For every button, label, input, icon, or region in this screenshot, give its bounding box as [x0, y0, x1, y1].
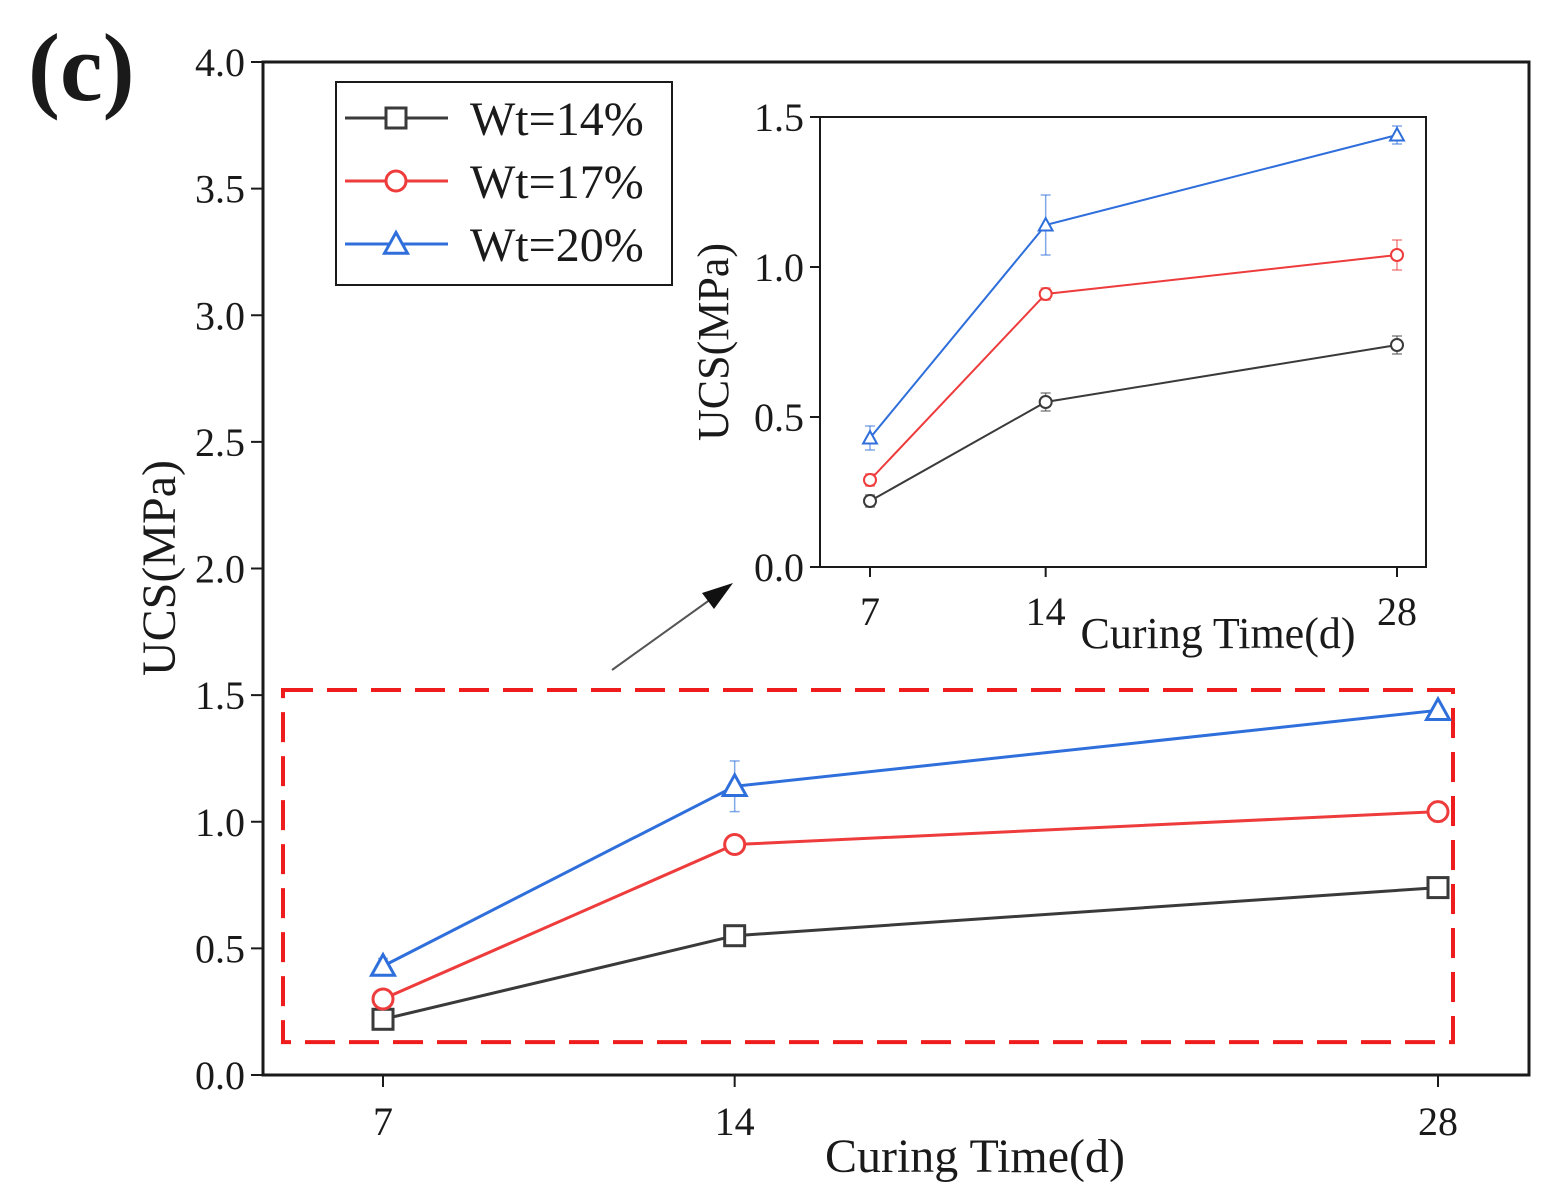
- main-point-wt-17: [723, 833, 747, 857]
- inset-point-wt-14: [863, 494, 877, 508]
- main-y-tick-label: 1.0: [195, 800, 245, 845]
- inset-y-tick-label: 1.0: [754, 245, 804, 290]
- main-y-ticks: 0.0 0.5 1.0 1.5 2.0 2.5 3.0 3.5 4.0: [195, 40, 263, 1098]
- main-y-tick-label: 2.5: [195, 420, 245, 465]
- legend-marker-wt-17-icon: [384, 169, 408, 193]
- main-point-wt-17: [371, 987, 395, 1011]
- inset-y-tick-label: 1.5: [754, 95, 804, 140]
- inset-y-axis-title: UCS(MPa): [689, 243, 738, 441]
- main-y-tick-label: 0.5: [195, 926, 245, 971]
- main-x-ticks: 7 14 28: [373, 1075, 1458, 1144]
- main-y-tick-label: 3.0: [195, 293, 245, 338]
- legend-label: Wt=17%: [470, 156, 644, 209]
- main-series-line-wt-14: [382, 886, 1439, 1021]
- main-y-tick-label: 4.0: [195, 40, 245, 85]
- inset-x-tick-label: 14: [1026, 589, 1066, 634]
- legend-marker-wt-14-icon: [384, 106, 408, 130]
- legend-label: Wt=20%: [470, 219, 644, 272]
- main-y-axis-title: UCS(MPa): [133, 460, 186, 676]
- inset-point-wt-14: [1038, 395, 1053, 409]
- inset-point-wt-17: [1038, 287, 1053, 301]
- inset-point-wt-20: [861, 429, 879, 445]
- main-point-wt-20: [720, 771, 749, 797]
- main-x-tick-label: 28: [1418, 1099, 1458, 1144]
- inset-x-tick-label: 28: [1377, 589, 1417, 634]
- inset-series-layer: [861, 125, 1406, 508]
- main-y-tick-label: 1.5: [195, 673, 245, 718]
- zoom-arrow: [611, 593, 719, 671]
- main-series-line-wt-17: [382, 810, 1439, 1001]
- inset-point-wt-14: [1390, 338, 1404, 352]
- legend: Wt=14% Wt=17% Wt=20%: [335, 81, 673, 286]
- inset-y-ticks: 0.0 0.5 1.0 1.5: [754, 95, 820, 590]
- inset-point-wt-20: [1388, 126, 1406, 142]
- inset-point-wt-17: [863, 473, 877, 487]
- inset-y-tick-label: 0.5: [754, 395, 804, 440]
- zoom-arrow-head-icon: [702, 583, 733, 609]
- main-point-wt-17: [1426, 800, 1450, 824]
- main-x-tick-label: 7: [373, 1099, 393, 1144]
- highlight-region-box: [281, 688, 1455, 1045]
- inset-y-tick-label: 0.0: [754, 545, 804, 590]
- inset-point-wt-20: [1037, 216, 1055, 232]
- main-y-tick-label: 3.5: [195, 167, 245, 212]
- main-chart: 0.0 0.5 1.0 1.5 2.0 2.5 3.0 3.5 4.0 7 14 28 UCS(MP…: [133, 40, 1531, 1183]
- inset-x-tick-label: 7: [860, 589, 880, 634]
- main-point-wt-14: [723, 924, 747, 948]
- legend-label: Wt=14%: [470, 93, 644, 146]
- main-y-tick-label: 2.0: [195, 547, 245, 592]
- main-x-axis-title: Curing Time(d): [825, 1130, 1125, 1183]
- main-point-wt-14: [371, 1007, 395, 1031]
- inset-chart: 0.0 0.5 1.0 1.5 7 14 28 UCS(MPa) Curing Time(…: [689, 95, 1427, 658]
- legend-marker-wt-20-icon: [381, 229, 411, 255]
- main-series-line-wt-20: [382, 708, 1439, 968]
- inset-plot-frame: [819, 116, 1427, 568]
- main-point-wt-14: [1426, 876, 1450, 900]
- main-series-layer: [368, 695, 1453, 1031]
- main-point-wt-20: [1423, 695, 1453, 722]
- inset-point-wt-17: [1390, 248, 1404, 262]
- main-y-tick-label: 0.0: [195, 1053, 245, 1098]
- main-point-wt-20: [368, 951, 398, 977]
- panel-label: (c): [28, 14, 135, 121]
- inset-x-ticks: 7 14 28: [860, 567, 1417, 634]
- inset-x-axis-title: Curing Time(d): [1080, 609, 1355, 658]
- main-x-tick-label: 14: [715, 1099, 755, 1144]
